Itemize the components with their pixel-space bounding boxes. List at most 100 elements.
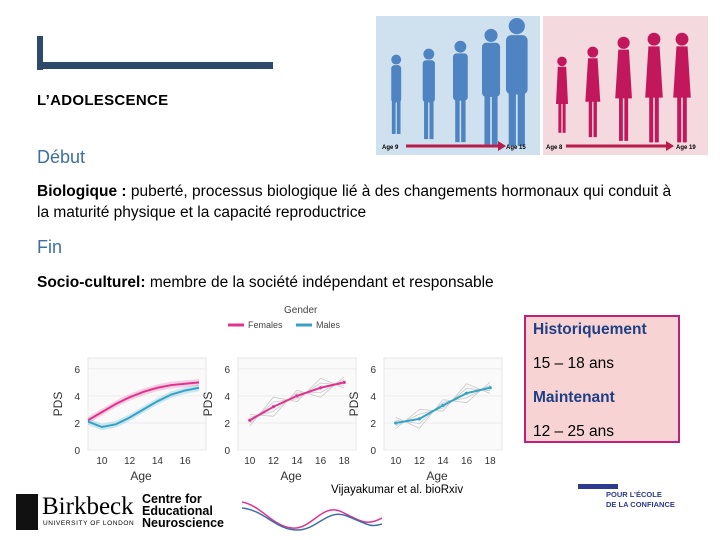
chart-2-trajectory-line xyxy=(249,377,345,427)
age-range-box: Historiquement 15 – 18 ans Maintenant 12… xyxy=(524,315,680,443)
chart-1-ytick-label: 0 xyxy=(74,446,80,457)
male-age-end: Age 15 xyxy=(506,145,526,151)
biologique-paragraph: Biologique : puberté, processus biologiq… xyxy=(37,181,677,223)
chart-1-xtick-label: 14 xyxy=(152,456,164,467)
silhouette-female-1 xyxy=(556,56,568,133)
chart-2-xtick-label: 16 xyxy=(315,456,327,467)
debut-heading: Début xyxy=(37,147,86,167)
chart-2-ytick-label: 0 xyxy=(224,446,230,457)
male-age-start: Age 9 xyxy=(382,145,399,151)
chart-3-xtick-label: 18 xyxy=(485,456,497,467)
fin-heading: Fin xyxy=(37,237,63,257)
silhouette-female-3 xyxy=(615,36,632,141)
chart-2-plot-area xyxy=(237,357,357,451)
chart-1-xtick-label: 10 xyxy=(96,456,108,467)
legend-males-label: Males xyxy=(316,320,341,330)
chart-3-xtick-label: 14 xyxy=(437,456,449,467)
chart-3-males-point xyxy=(417,417,421,421)
chart-3-trajectory-line xyxy=(395,383,491,429)
chart-3-ytick-label: 2 xyxy=(370,419,376,430)
ecole-logo: POUR L’ÉCOLE DE LA CONFIANCE xyxy=(606,490,675,510)
maintenant-label: Maintenant xyxy=(533,389,615,406)
chart-2-xlabel: Age xyxy=(280,469,302,483)
cen-logo-line1: Centre for xyxy=(142,492,202,506)
chart-1-ytick-label: 2 xyxy=(74,419,80,430)
historiquement-label: Historiquement xyxy=(533,321,647,338)
legend-title: Gender xyxy=(284,305,318,316)
chart-3-trajectory-line xyxy=(395,381,491,429)
silhouette-male-2 xyxy=(422,48,435,140)
chart-3-males-point xyxy=(441,403,445,407)
growth-silhouettes-figure: Age 9 Age 15 Age 8 Age 19 xyxy=(382,18,696,151)
chart-3-trajectory-line xyxy=(395,388,491,427)
chart-3-males-point xyxy=(465,391,469,395)
biologique-text: puberté, processus biologique lié à des … xyxy=(37,183,672,221)
chart-2-females-point xyxy=(271,405,275,409)
chart-3-trajectory-line xyxy=(395,384,491,425)
socio-paragraph: Socio-culturel: membre de la société ind… xyxy=(37,272,677,293)
biologique-term: Biologique : xyxy=(37,183,127,200)
chart-2-ytick-label: 6 xyxy=(224,365,230,376)
chart-2-xtick-label: 12 xyxy=(268,456,280,467)
cen-logo: Centre for Educational Neuroscience xyxy=(142,492,224,530)
chart-3-xtick-label: 16 xyxy=(461,456,473,467)
chart-2-ytick-label: 4 xyxy=(224,392,230,403)
chart-3-xlabel: Age xyxy=(426,469,448,483)
chart-3-males-point xyxy=(488,386,492,390)
chart-3-ytick-label: 0 xyxy=(370,446,376,457)
silhouette-male-4 xyxy=(482,28,501,145)
title-rule-horizontal xyxy=(37,62,273,69)
male-silhouettes xyxy=(391,18,528,146)
chart-2-females-point xyxy=(319,386,323,390)
chart-2-xtick-label: 10 xyxy=(244,456,256,467)
silhouette-female-4 xyxy=(645,32,663,143)
historiquement-value: 15 – 18 ans xyxy=(533,355,615,372)
chart-2-trajectory-line xyxy=(249,376,345,417)
cen-logo-line3: Neuroscience xyxy=(142,516,224,530)
female-age-arrow: Age 8 Age 19 xyxy=(546,141,696,151)
chart-1-males-line xyxy=(87,386,200,429)
chart-3-xtick-label: 10 xyxy=(390,456,402,467)
title-rule-vertical xyxy=(37,36,43,70)
cen-logo-line2: Educational xyxy=(142,504,213,518)
birkbeck-logo-subtitle: UNIVERSITY OF LONDON xyxy=(43,520,135,527)
chart-2-xtick-label: 18 xyxy=(339,456,351,467)
chart-1-males-ci-band xyxy=(88,384,200,431)
socio-term: Socio-culturel: xyxy=(37,274,146,291)
silhouette-male-3 xyxy=(453,40,468,143)
chart-2-females-point xyxy=(295,394,299,398)
chart-legend: Gender Females Males xyxy=(228,305,341,330)
chart-1-ytick-label: 4 xyxy=(74,392,80,403)
male-age-arrow: Age 9 Age 15 xyxy=(382,141,526,151)
legend-females-label: Females xyxy=(248,320,283,330)
chart-3-ylabel: PDS xyxy=(347,392,361,417)
chart-1-xtick-label: 16 xyxy=(180,456,192,467)
pds-charts: 0 2 4 6 10 12 14 16 Age PDS 0 2 4 6 10 12 14 16 18 Age PDS 0 2… xyxy=(51,357,503,483)
chart-3-males-point xyxy=(394,421,398,425)
chart-3-ytick-label: 6 xyxy=(370,365,376,376)
chart-3-ytick-label: 4 xyxy=(370,392,376,403)
chart-2-ytick-label: 2 xyxy=(224,419,230,430)
chart-1-ytick-label: 6 xyxy=(74,365,80,376)
female-age-end: Age 19 xyxy=(676,145,696,151)
citation: Vijayakumar et al. bioRxiv xyxy=(331,484,464,496)
chart-2-females-point xyxy=(342,380,346,384)
brainwave-graphic xyxy=(242,501,382,531)
silhouette-male-1 xyxy=(391,54,402,134)
silhouette-male-5 xyxy=(506,18,528,146)
ecole-logo-bar xyxy=(578,484,618,489)
female-age-start: Age 8 xyxy=(546,145,563,151)
silhouette-female-5 xyxy=(673,32,691,143)
chart-1-xtick-label: 12 xyxy=(124,456,136,467)
birkbeck-logo-text: Birkbeck xyxy=(42,493,134,520)
chart-2-females-point xyxy=(248,418,252,422)
chart-1-plot-area xyxy=(87,357,207,451)
slide-title: L’ADOLESCENCE xyxy=(37,92,169,109)
female-silhouettes xyxy=(556,32,691,143)
ecole-logo-line1: POUR L’ÉCOLE xyxy=(606,490,662,499)
chart-2-xtick-label: 14 xyxy=(291,456,303,467)
chart-1-ylabel: PDS xyxy=(51,392,65,417)
birkbeck-shield-logo xyxy=(16,494,38,530)
chart-2-trajectory-line xyxy=(249,382,345,424)
chart-2-trajectory-line xyxy=(249,379,345,418)
